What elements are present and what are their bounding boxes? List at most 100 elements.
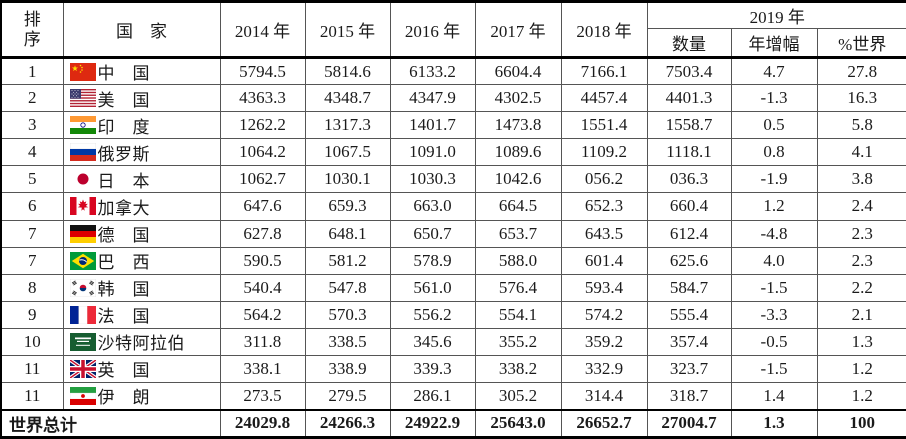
flag-icon-ca — [69, 197, 96, 216]
rank-cell: 1 — [0, 56, 64, 86]
value-cell: 4348.7 — [304, 84, 391, 113]
value-cell: 4363.3 — [219, 84, 306, 113]
value-cell: 036.3 — [646, 165, 732, 194]
value-cell: 7166.1 — [560, 56, 648, 86]
value-cell: 2.3 — [816, 246, 906, 275]
country-cell: 伊 朗 — [62, 381, 221, 411]
value-cell: 556.2 — [389, 300, 476, 329]
country-name: 俄罗斯 — [97, 144, 150, 164]
value-cell: -0.5 — [730, 327, 818, 356]
value-cell: 0.8 — [730, 138, 818, 167]
country-cell: 沙特阿拉伯 — [62, 327, 221, 356]
value-cell: 574.2 — [560, 300, 648, 329]
header-2019-world-share: %世界 — [816, 28, 906, 59]
value-cell: 1473.8 — [474, 111, 562, 140]
value-cell: 627.8 — [219, 219, 306, 248]
value-cell: 650.7 — [389, 219, 476, 248]
value-cell: 1558.7 — [646, 111, 732, 140]
header-2019-growth: 年增幅 — [730, 28, 818, 59]
value-cell: 652.3 — [560, 192, 648, 221]
value-cell: 359.2 — [560, 327, 648, 356]
flag-icon-fr — [69, 305, 96, 324]
country-cell: 法 国 — [62, 300, 221, 329]
value-cell: -3.3 — [730, 300, 818, 329]
value-cell: 564.2 — [219, 300, 306, 329]
value-cell: 578.9 — [389, 246, 476, 275]
country-name: 法 国 — [97, 307, 150, 327]
value-cell: 1042.6 — [474, 165, 562, 194]
value-cell: 647.6 — [219, 192, 306, 221]
flag-icon-us — [69, 89, 96, 108]
country-cell: 美 国 — [62, 84, 221, 113]
value-cell: 314.4 — [560, 381, 648, 411]
country-name: 伊 朗 — [97, 388, 150, 408]
value-cell: 338.2 — [474, 354, 562, 383]
total-value-cell: 100 — [816, 408, 906, 439]
value-cell: 588.0 — [474, 246, 562, 275]
country-name: 中 国 — [97, 64, 150, 84]
value-cell: 2.1 — [816, 300, 906, 329]
table-row: 5 日 本 1062.7 1030.1 1030.3 1042.6 056.2 036.3 -1… — [0, 165, 906, 194]
value-cell: 570.3 — [304, 300, 391, 329]
value-cell: 601.4 — [560, 246, 648, 275]
rank-cell: 3 — [0, 111, 64, 140]
value-cell: 2.2 — [816, 273, 906, 302]
value-cell: 2.4 — [816, 192, 906, 221]
country-cell: 印 度 — [62, 111, 221, 140]
total-value-cell: 24922.9 — [389, 408, 476, 439]
header-year-2017: 2017 年 — [474, 0, 562, 59]
value-cell: 338.5 — [304, 327, 391, 356]
header-year-2016: 2016 年 — [389, 0, 476, 59]
table-row: 9 法 国 564.2 570.3 556.2 554.1 574.2 555.4 -3.3 2.… — [0, 300, 906, 329]
flag-icon-kr — [69, 278, 96, 297]
flag-icon-in — [69, 116, 96, 135]
rank-cell: 5 — [0, 165, 64, 194]
value-cell: 547.8 — [304, 273, 391, 302]
header-country: 国 家 — [62, 0, 221, 59]
value-cell: 1.2 — [730, 192, 818, 221]
rank-cell: 7 — [0, 219, 64, 248]
table-row: 6 加拿大 647.6 659.3 663.0 664.5 652.3 660.4 1.2 2.4 — [0, 192, 906, 221]
value-cell: -1.5 — [730, 354, 818, 383]
total-value-cell: 24029.8 — [219, 408, 306, 439]
total-value-cell: 1.3 — [730, 408, 818, 439]
value-cell: 593.4 — [560, 273, 648, 302]
value-cell: 27.8 — [816, 56, 906, 86]
value-cell: 056.2 — [560, 165, 648, 194]
flag-icon-ru — [69, 143, 96, 162]
value-cell: 4.7 — [730, 56, 818, 86]
value-cell: 305.2 — [474, 381, 562, 411]
country-cell: 中 国 — [62, 56, 221, 86]
value-cell: 16.3 — [816, 84, 906, 113]
flag-icon-sa — [69, 332, 96, 351]
value-cell: 1.2 — [816, 354, 906, 383]
value-cell: 653.7 — [474, 219, 562, 248]
value-cell: 648.1 — [304, 219, 391, 248]
value-cell: 625.6 — [646, 246, 732, 275]
value-cell: 540.4 — [219, 273, 306, 302]
rank-cell: 11 — [0, 381, 64, 411]
value-cell: 279.5 — [304, 381, 391, 411]
country-name: 巴 西 — [97, 253, 150, 273]
value-cell: 1030.3 — [389, 165, 476, 194]
value-cell: 561.0 — [389, 273, 476, 302]
country-cell: 巴 西 — [62, 246, 221, 275]
value-cell: 345.6 — [389, 327, 476, 356]
value-cell: 612.4 — [646, 219, 732, 248]
rank-cell: 6 — [0, 192, 64, 221]
table-row: 7 巴 西 590.5 581.2 578.9 588.0 601.4 625.6 4.0 2.3 — [0, 246, 906, 275]
value-cell: 7503.4 — [646, 56, 732, 86]
value-cell: 554.1 — [474, 300, 562, 329]
rank-cell: 10 — [0, 327, 64, 356]
value-cell: 0.5 — [730, 111, 818, 140]
header-2019-quantity: 数量 — [646, 28, 732, 59]
value-cell: 1401.7 — [389, 111, 476, 140]
table-row: 11 伊 朗 273.5 279.5 286.1 305.2 314.4 318.7 1.4 1.… — [0, 381, 906, 411]
value-cell: 1118.1 — [646, 138, 732, 167]
total-label: 世界总计 — [0, 408, 221, 439]
value-cell: 1062.7 — [219, 165, 306, 194]
value-cell: 4401.3 — [646, 84, 732, 113]
value-cell: 660.4 — [646, 192, 732, 221]
value-cell: 2.3 — [816, 219, 906, 248]
